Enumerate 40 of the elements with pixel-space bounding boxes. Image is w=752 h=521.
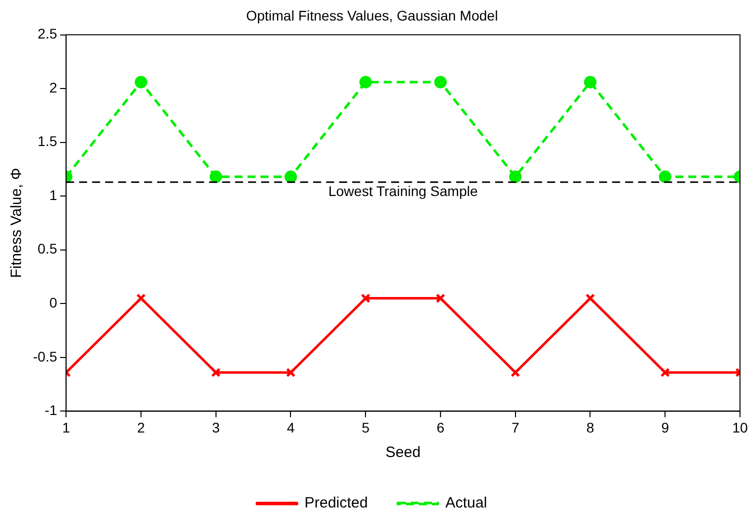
y-tick-label: 1	[49, 186, 58, 203]
y-tick-label: -1	[44, 402, 58, 418]
point	[210, 170, 222, 184]
point	[284, 170, 297, 184]
point	[360, 293, 370, 304]
x-tick-label: 2	[137, 419, 146, 436]
y-tick-label: -0.5	[33, 348, 58, 364]
x-tick-label: 9	[661, 419, 670, 436]
y-axis-title: Fitness Value, Φ	[8, 168, 26, 278]
point	[136, 293, 146, 304]
point	[436, 293, 446, 304]
legend-label: Predicted	[304, 494, 368, 512]
chart-title: Optimal Fitness Values, Gaussian Model	[246, 7, 498, 24]
y-tick-label: 0.5	[38, 240, 58, 257]
y-tick-label: 1.5	[38, 133, 58, 150]
point	[660, 368, 670, 378]
x-axis-title: Seed	[386, 444, 421, 462]
x-tick-label: 1	[62, 419, 70, 436]
x-tick-label: 4	[286, 419, 295, 436]
x-tick-label: 6	[436, 419, 445, 436]
x-tick-label: 8	[586, 419, 594, 436]
x-tick-label: 10	[732, 419, 748, 436]
point	[509, 170, 522, 184]
x-tick-label: 5	[362, 419, 370, 436]
point	[584, 76, 596, 88]
point	[211, 368, 221, 378]
point	[359, 76, 372, 88]
x-tick-label: 7	[511, 419, 520, 436]
point	[658, 170, 672, 184]
y-tick-label: 2	[49, 79, 58, 96]
point	[134, 76, 148, 88]
y-tick-label: 0	[49, 294, 58, 311]
point	[510, 368, 520, 378]
point	[434, 76, 447, 88]
y-tick-label: 2.5	[38, 26, 58, 42]
legend-label: Actual	[445, 494, 488, 512]
x-tick-label: 3	[212, 419, 220, 436]
point	[286, 368, 296, 378]
point	[585, 293, 596, 304]
ref-line-label: Lowest Training Sample	[328, 182, 478, 199]
